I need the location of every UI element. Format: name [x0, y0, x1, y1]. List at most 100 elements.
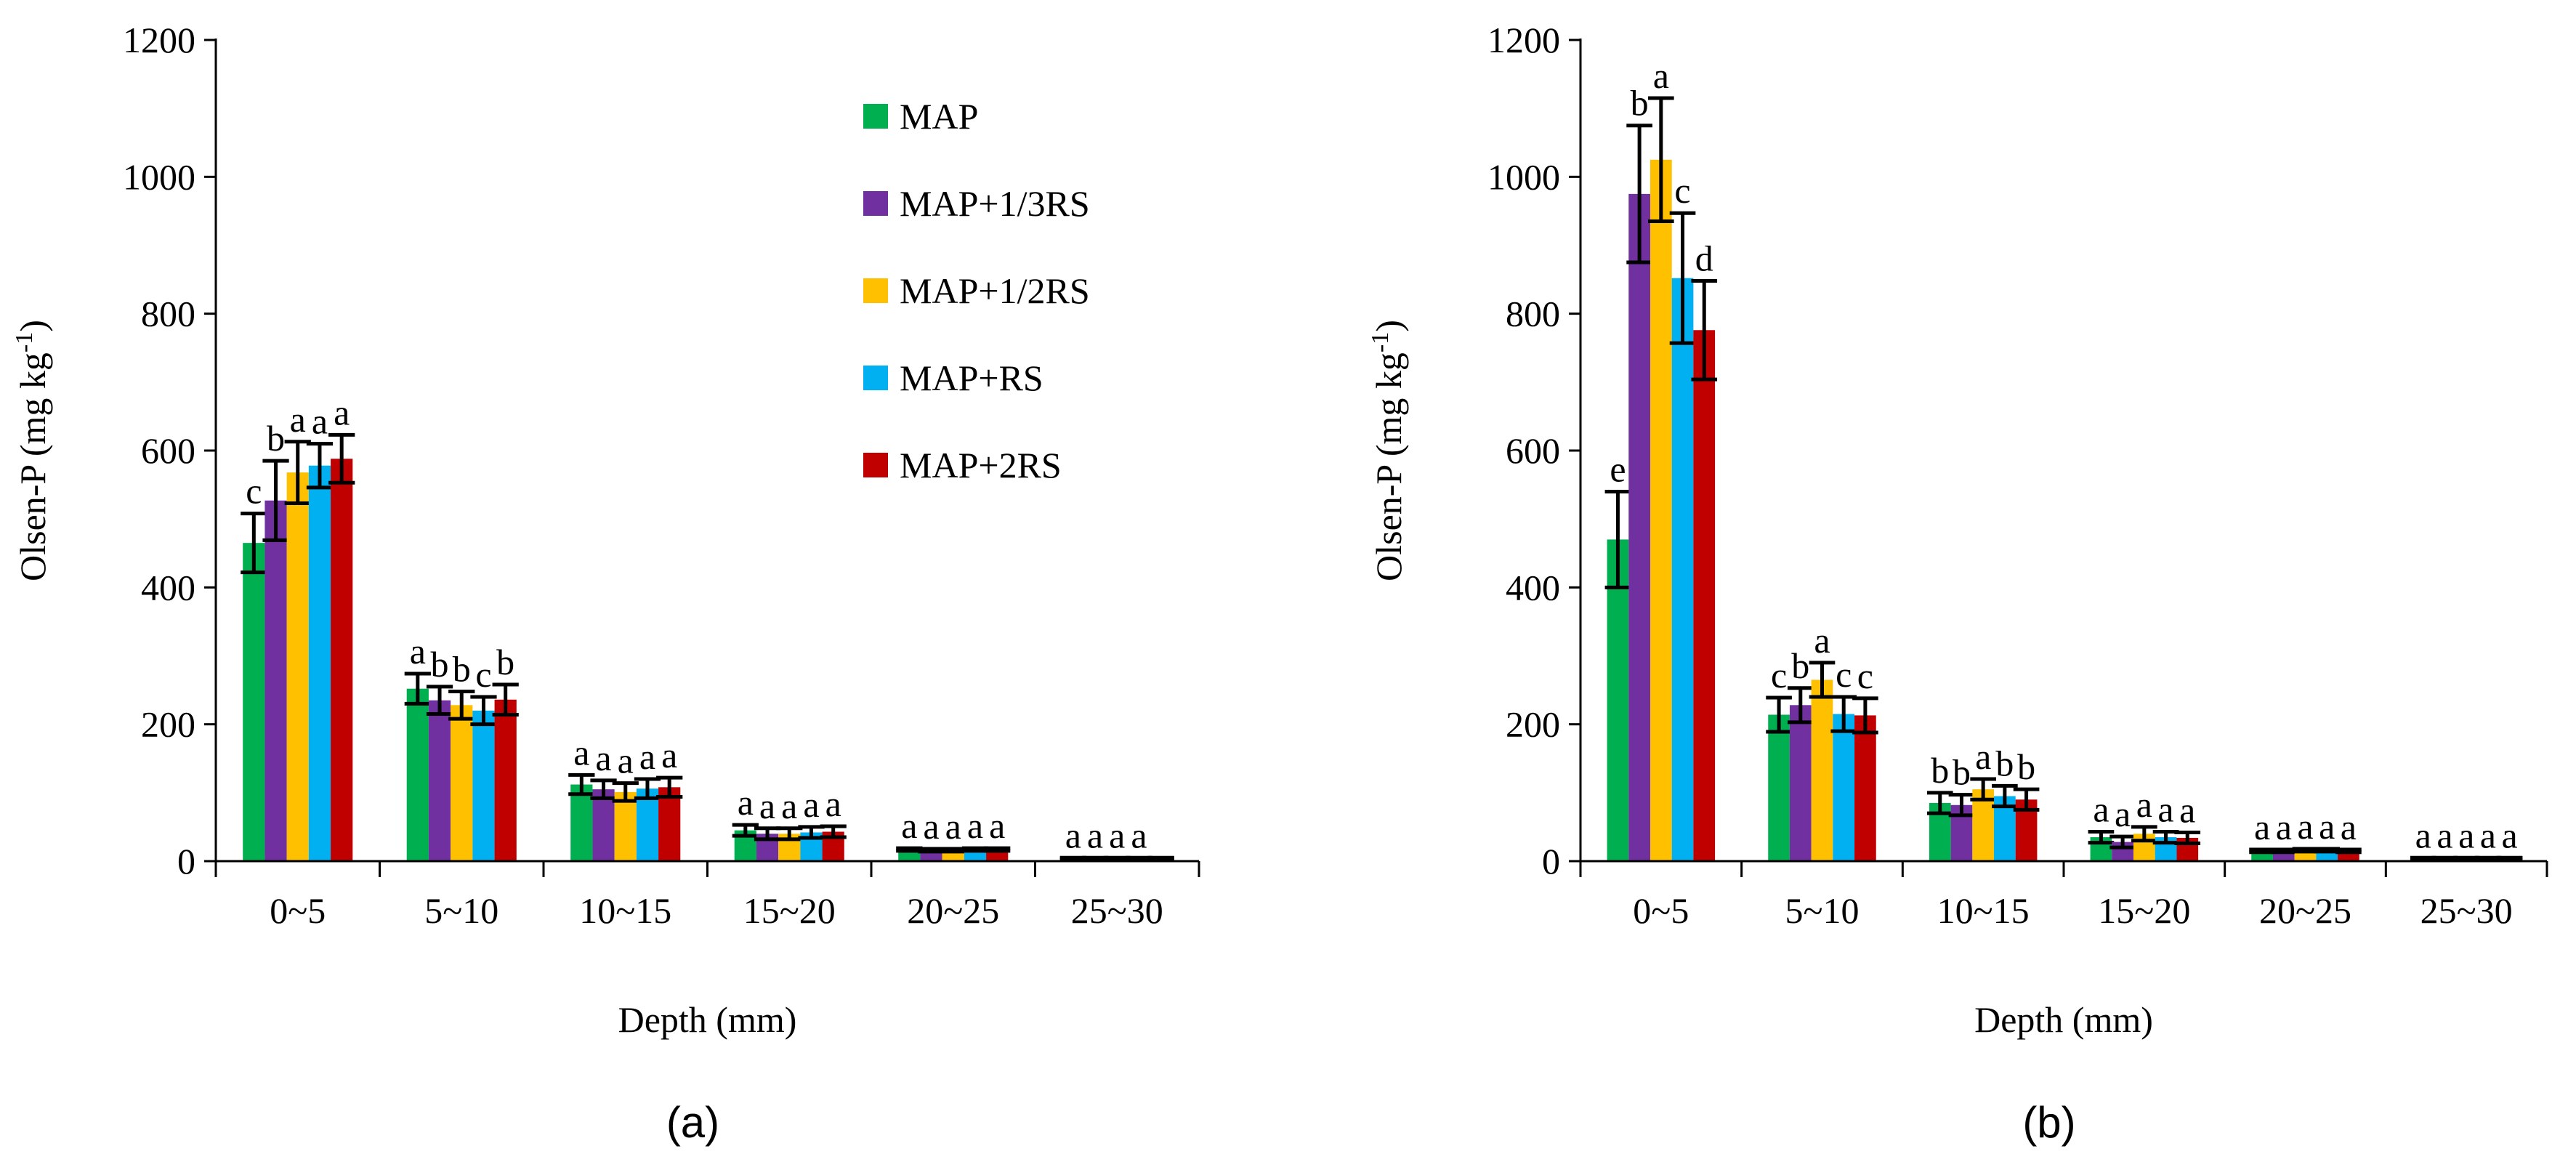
bar — [1854, 715, 1876, 861]
y-axis-title: Olsen-P (mg kg-1) — [11, 320, 53, 581]
y-tick-label: 1200 — [123, 20, 195, 60]
bar — [494, 699, 517, 861]
x-tick-label: 20~25 — [2259, 890, 2351, 931]
significance-letter: a — [923, 806, 939, 847]
bar — [1693, 330, 1716, 861]
significance-letter: a — [2157, 789, 2173, 830]
significance-letter: a — [2297, 806, 2313, 847]
significance-letter: a — [1131, 815, 1147, 855]
significance-letter: c — [1836, 654, 1852, 695]
significance-letter: b — [1995, 743, 2014, 783]
bar — [1607, 539, 1629, 861]
panel-label: (a) — [666, 1098, 719, 1147]
y-tick-label: 800 — [141, 294, 195, 334]
significance-letter: b — [431, 644, 449, 685]
significance-letter: a — [803, 784, 819, 825]
significance-letter: a — [738, 782, 754, 823]
y-tick-label: 400 — [141, 567, 195, 608]
significance-letter: b — [267, 418, 285, 459]
significance-letter: a — [334, 392, 350, 432]
significance-letter: a — [639, 736, 655, 777]
x-tick-label: 0~5 — [1633, 890, 1689, 931]
significance-letter: a — [967, 805, 983, 846]
bar — [1833, 714, 1855, 861]
significance-letter: a — [901, 805, 917, 846]
significance-letter: a — [2115, 794, 2131, 834]
y-tick-label: 0 — [177, 841, 195, 881]
significance-letter: a — [2254, 807, 2270, 847]
x-axis-title: Depth (mm) — [1974, 999, 2153, 1040]
significance-letter: a — [312, 401, 328, 442]
x-tick-label: 15~20 — [2098, 890, 2190, 931]
bar — [570, 784, 593, 861]
significance-letter: a — [2319, 806, 2335, 847]
significance-letter: c — [475, 654, 491, 695]
significance-letter: a — [825, 783, 841, 824]
bar — [658, 787, 681, 861]
significance-letter: a — [1975, 736, 1991, 777]
significance-letter: a — [2179, 789, 2195, 830]
x-tick-label: 10~15 — [1937, 890, 2030, 931]
significance-letter: b — [453, 648, 471, 689]
legend-swatch — [863, 278, 888, 303]
significance-letter: a — [1087, 815, 1103, 855]
y-tick-label: 1200 — [1487, 20, 1560, 60]
bar — [636, 788, 659, 861]
y-tick-label: 400 — [1506, 567, 1560, 608]
significance-letter: a — [2436, 815, 2452, 855]
bar — [1628, 193, 1650, 861]
bar — [406, 688, 429, 861]
x-tick-label: 0~5 — [270, 890, 326, 931]
significance-letter: a — [2136, 784, 2152, 825]
legend-swatch — [863, 104, 888, 129]
bar — [592, 789, 615, 861]
significance-letter: a — [759, 786, 775, 826]
significance-letter: c — [246, 471, 262, 512]
significance-letter: b — [1931, 750, 1949, 791]
y-tick-label: 0 — [1542, 841, 1560, 881]
significance-letter: a — [1065, 815, 1081, 855]
y-tick-label: 800 — [1506, 294, 1560, 334]
bar — [308, 465, 331, 861]
significance-letter: a — [781, 786, 797, 826]
bar — [265, 500, 287, 861]
significance-letter: a — [2341, 807, 2357, 847]
significance-letter: a — [1814, 620, 1830, 661]
bar — [1650, 159, 1672, 861]
x-tick-label: 25~30 — [2420, 890, 2513, 931]
legend-label: MAP+RS — [900, 358, 1043, 398]
significance-letter: b — [1791, 645, 1809, 686]
bar — [614, 791, 637, 861]
x-tick-label: 5~10 — [1785, 890, 1859, 931]
y-tick-label: 200 — [1506, 704, 1560, 745]
significance-letter: a — [661, 735, 677, 775]
y-tick-label: 200 — [141, 704, 195, 745]
y-tick-label: 1000 — [1487, 156, 1560, 197]
y-tick-label: 600 — [1506, 430, 1560, 471]
legend-label: MAP+2RS — [900, 445, 1062, 485]
significance-letter: a — [989, 805, 1005, 846]
significance-letter: a — [573, 732, 589, 772]
bar — [1789, 705, 1812, 861]
significance-letter: a — [2480, 815, 2496, 855]
significance-letter: a — [595, 738, 611, 778]
significance-letter: a — [290, 399, 306, 440]
significance-letter: a — [2276, 807, 2292, 847]
significance-letter: b — [2017, 746, 2035, 787]
legend-label: MAP — [900, 96, 978, 137]
x-tick-label: 10~15 — [579, 890, 671, 931]
y-tick-label: 1000 — [123, 156, 195, 197]
x-tick-label: 5~10 — [424, 890, 498, 931]
bar — [1811, 679, 1833, 861]
legend-label: MAP+1/2RS — [900, 270, 1090, 311]
significance-letter: a — [945, 806, 961, 847]
y-tick-label: 600 — [141, 430, 195, 471]
significance-letter: a — [618, 741, 634, 781]
significance-letter: a — [1653, 55, 1669, 96]
significance-letter: c — [1771, 655, 1787, 695]
significance-letter: a — [2501, 815, 2517, 855]
bar — [428, 700, 451, 861]
